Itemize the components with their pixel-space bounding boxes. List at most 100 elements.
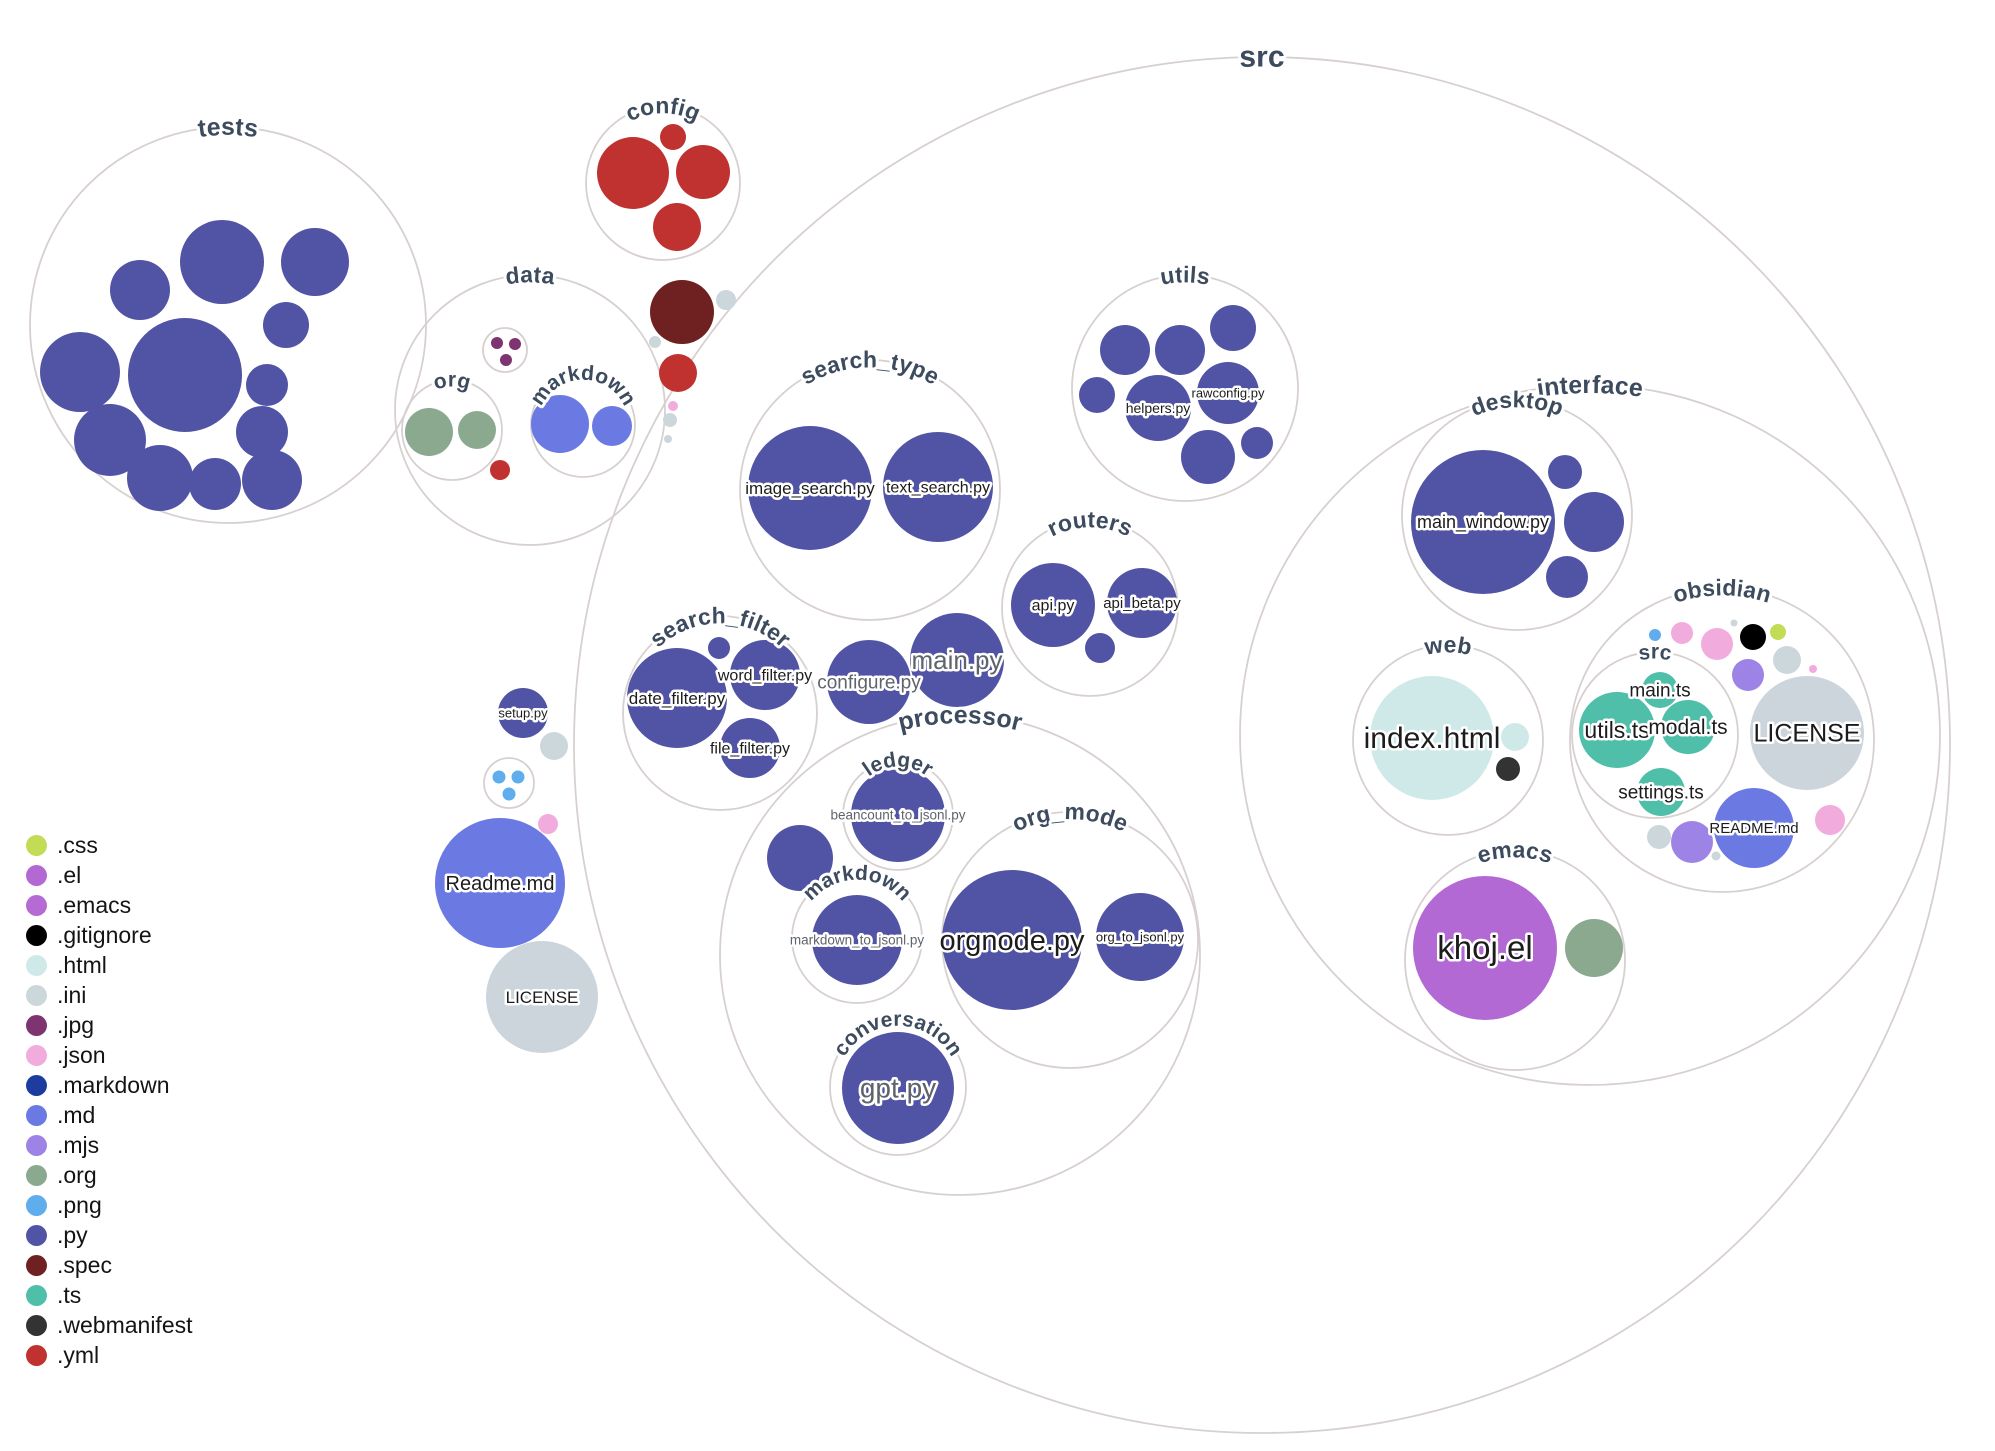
file-circle-css	[1770, 624, 1786, 640]
file-circle-yml	[490, 460, 510, 480]
file-label-index.html: index.html	[1364, 722, 1501, 755]
legend-label-py: .py	[57, 1221, 88, 1248]
legend-swatch-css	[26, 834, 47, 856]
legend-item-org: .org	[26, 1160, 193, 1190]
folder-circle-proc-markdown	[791, 872, 923, 1004]
file-circle-Readme.md	[435, 818, 565, 948]
file-circle-py	[74, 404, 146, 476]
file-circle-date_filter.py	[627, 648, 727, 748]
file-label-modal.ts: modal.ts	[1648, 716, 1727, 739]
file-label-orgnode.py: orgnode.py	[939, 925, 1085, 957]
file-circle-ini	[664, 435, 672, 443]
file-circle-jpg	[509, 338, 521, 350]
legend-item-jpg: .jpg	[26, 1010, 193, 1040]
legend-swatch-png	[26, 1194, 47, 1216]
file-label-markdown_to_jsonl.py: markdown_to_jsonl.py	[790, 933, 925, 948]
file-circle-md	[592, 406, 632, 446]
folder-label-web: web	[1422, 631, 1474, 660]
file-circle-ini	[1773, 646, 1801, 674]
legend-swatch-webmanifest	[26, 1314, 47, 1336]
file-circle-py	[1155, 325, 1205, 375]
extension-legend: .css .el .emacs .gitignore .html .ini .jpg .jso…	[26, 830, 193, 1370]
legend-item-json: .json	[26, 1040, 193, 1070]
file-circle-ini	[1647, 825, 1671, 849]
legend-label-markdown: .markdown	[57, 1071, 170, 1098]
folder-circle-routers	[1001, 519, 1179, 697]
legend-item-ts: .ts	[26, 1280, 193, 1310]
folder-circle-data	[394, 274, 666, 546]
file-circle-json	[668, 401, 678, 411]
file-label-setup.py: setup.py	[498, 705, 548, 720]
folder-circle-interface	[1239, 384, 1941, 1086]
folder-circle-data-org	[401, 379, 503, 481]
file-circle-py	[110, 260, 170, 320]
file-circle-index.html	[1370, 676, 1494, 800]
file-circle-py	[246, 364, 288, 406]
folder-circle-processor	[719, 714, 1201, 1196]
file-circle-py	[180, 220, 264, 304]
legend-swatch-html	[26, 954, 47, 976]
file-circle-py	[767, 825, 833, 891]
file-label-image_search.py: image_search.py	[745, 479, 875, 498]
folder-circle-conversation	[829, 1018, 967, 1156]
legend-swatch-py	[26, 1224, 47, 1246]
file-circle-py	[1241, 427, 1273, 459]
file-circle-ini	[1730, 619, 1738, 627]
file-circle-orgnode.py	[942, 870, 1082, 1010]
legend-label-png: .png	[57, 1191, 102, 1218]
legend-item-html: .html	[26, 950, 193, 980]
file-circle-utils.ts	[1579, 692, 1655, 768]
file-circle-configure.py	[827, 640, 911, 724]
folder-circle-png-group	[483, 757, 535, 809]
file-circle-yml	[659, 354, 697, 392]
legend-swatch-ini	[26, 984, 47, 1006]
file-circle-yml	[597, 137, 669, 209]
file-circle-png	[1649, 629, 1661, 641]
file-circle-mjs	[1671, 821, 1713, 863]
file-label-date_filter.py: date_filter.py	[629, 689, 726, 708]
file-circle-py	[236, 406, 288, 458]
file-circle-py	[128, 318, 242, 432]
folder-label-search_type: search_type	[796, 346, 944, 389]
file-circle-json	[1809, 665, 1817, 673]
file-circle-spec	[650, 280, 714, 344]
folder-circle-web	[1352, 644, 1544, 836]
legend-swatch-gitignore	[26, 924, 47, 946]
file-circle-org_to_jsonl.py	[1096, 893, 1184, 981]
folder-label-obsidian: obsidian	[1670, 574, 1775, 607]
file-circle-api.py	[1011, 563, 1095, 647]
folder-label-config: config	[621, 92, 704, 126]
legend-label-gitignore: .gitignore	[57, 921, 152, 948]
file-circle-py	[189, 458, 241, 510]
file-circle-beancount_to_jsonl.py	[851, 768, 945, 862]
file-circle-md	[531, 395, 589, 453]
legend-item-spec: .spec	[26, 1250, 193, 1280]
legend-label-ts: .ts	[57, 1281, 82, 1308]
file-circle-py	[263, 302, 309, 348]
legend-label-org: .org	[57, 1161, 97, 1188]
file-circle-org	[458, 411, 496, 449]
file-circle-gitignore	[1740, 624, 1766, 650]
file-circle-text_search.py	[883, 432, 993, 542]
file-label-api_beta.py: api_beta.py	[1103, 595, 1181, 612]
file-circle-main_window.py	[1411, 450, 1555, 594]
folder-circle-search_type	[739, 359, 1001, 621]
folder-label-data: data	[504, 261, 557, 289]
legend-item-mjs: .mjs	[26, 1130, 193, 1160]
file-circle-settings.ts	[1637, 768, 1685, 816]
file-circle-py	[1079, 377, 1115, 413]
legend-label-md: .md	[57, 1101, 96, 1128]
file-circle-org	[405, 408, 453, 456]
legend-item-el: .el	[26, 860, 193, 890]
legend-label-html: .html	[57, 951, 107, 978]
file-label-helpers.py: helpers.py	[1126, 400, 1191, 416]
folder-label-routers: routers	[1043, 506, 1137, 541]
file-circle-org	[1565, 919, 1623, 977]
file-label-Readme.md: Readme.md	[446, 873, 555, 895]
legend-swatch-jpg	[26, 1014, 47, 1036]
folder-circle-data-markdown	[530, 372, 636, 478]
file-label-utils.ts: utils.ts	[1584, 717, 1649, 743]
folder-circle-obsidian-src	[1571, 651, 1739, 819]
file-circle-ini	[1711, 851, 1721, 861]
